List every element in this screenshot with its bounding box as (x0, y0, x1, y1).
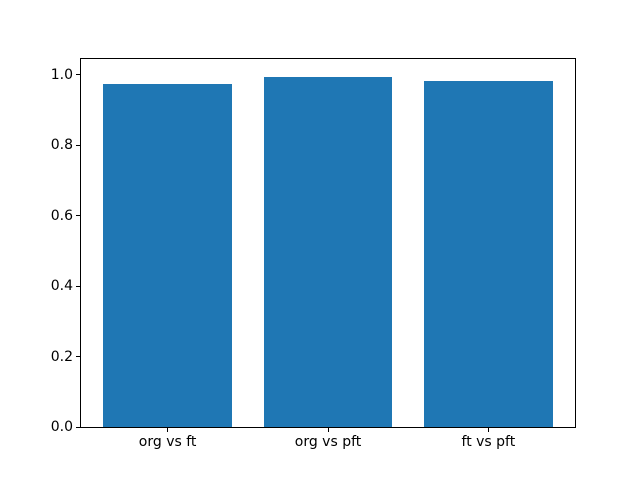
y-tick-label: 0.6 (50, 207, 73, 224)
bar-org-vs-pft (263, 76, 393, 427)
y-tick-label: 0.2 (50, 348, 73, 365)
y-tick-label: 0.4 (50, 278, 73, 295)
bar-org-vs-ft (103, 83, 232, 427)
y-tick-mark (76, 215, 80, 217)
y-tick-label: 1.0 (50, 66, 73, 83)
x-tick-mark (327, 427, 329, 432)
y-tick-label: 0.8 (50, 137, 73, 154)
x-tick-label: org vs ft (138, 434, 197, 450)
x-tick-label: org vs pft (294, 434, 362, 450)
x-tick-label: ft vs pft (461, 434, 516, 450)
plot-area: 0.0 0.2 0.4 0.6 0.8 1.0 org vs ft org vs pft ft… (51, 58, 576, 450)
y-tick-mark (76, 426, 80, 428)
y-tick-mark (76, 74, 80, 76)
y-tick-mark (76, 285, 80, 287)
x-tick-mark (167, 427, 169, 432)
x-tick-mark (487, 427, 489, 432)
y-tick-label: 0.0 (50, 419, 73, 435)
y-tick-mark (76, 144, 80, 146)
y-tick-mark (76, 356, 80, 358)
bar-ft-vs-pft (424, 81, 553, 427)
